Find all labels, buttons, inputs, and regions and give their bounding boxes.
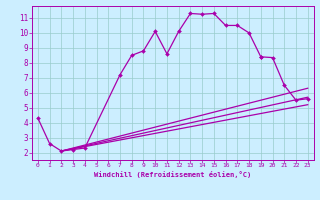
X-axis label: Windchill (Refroidissement éolien,°C): Windchill (Refroidissement éolien,°C) — [94, 171, 252, 178]
